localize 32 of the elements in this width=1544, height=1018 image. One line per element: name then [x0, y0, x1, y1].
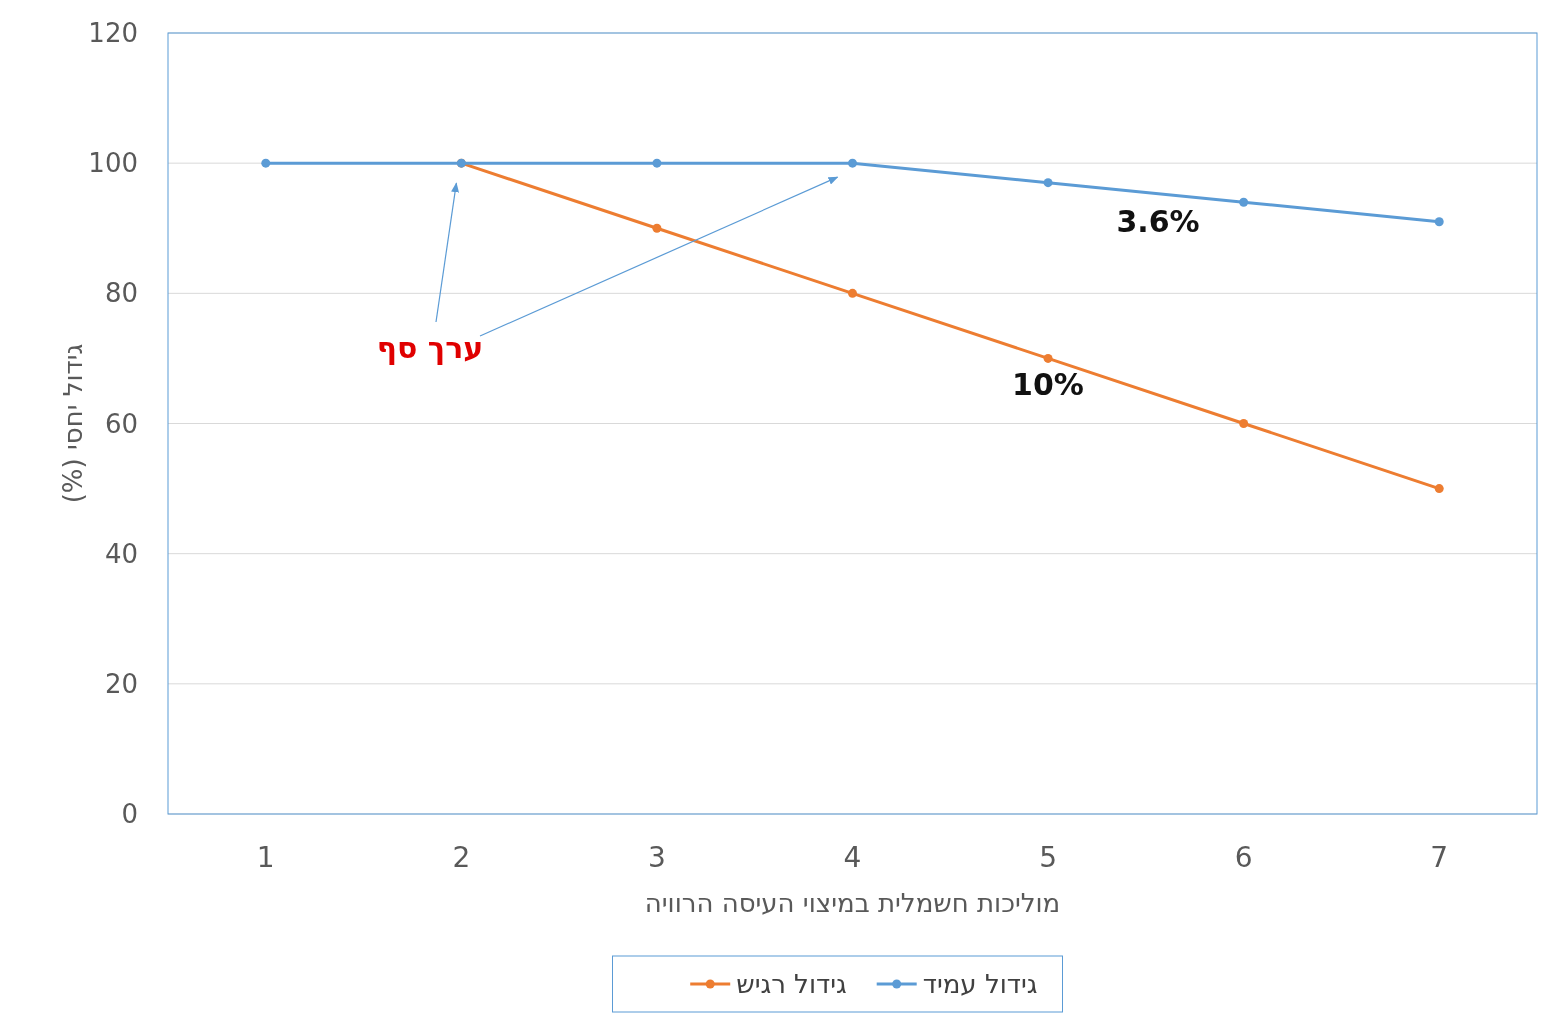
point [652, 223, 662, 233]
point [848, 288, 857, 298]
y-tick-label: 100 [88, 148, 138, 179]
point [1239, 419, 1249, 428]
point [1434, 484, 1444, 494]
annotation: ערך סף [376, 330, 484, 365]
y-tick-label: 40 [104, 538, 138, 569]
x-tick-label: 4 [843, 841, 862, 874]
point [652, 158, 662, 168]
point [261, 158, 271, 168]
y-axis-title: גידול יחסי (%) [58, 343, 88, 504]
x-tick-label: 7 [1430, 841, 1449, 874]
point [848, 158, 857, 168]
legend-label: גידול עמיד [922, 969, 1038, 999]
y-tick-label: 60 [104, 408, 138, 439]
x-tick-label: 6 [1234, 841, 1253, 874]
legend-label: גידול רגיש [736, 969, 847, 999]
y-tick-label: 0 [121, 799, 138, 829]
point [1043, 353, 1053, 363]
annotation: 10% [1012, 367, 1084, 402]
y-tick-label: 20 [104, 668, 138, 699]
x-axis-title: מוליכות חשמלית במיצוי העיסה הרוויה [644, 888, 1061, 918]
x-tick-label: 1 [256, 841, 275, 874]
point [1239, 197, 1249, 207]
point [1434, 217, 1444, 227]
x-tick-label: 5 [1039, 841, 1057, 874]
y-tick-label: 80 [104, 278, 138, 309]
x-tick-label: 3 [648, 841, 666, 874]
y-tick-label: 120 [88, 18, 138, 48]
annotation: 3.6% [1116, 204, 1200, 239]
point [1043, 178, 1053, 188]
x-tick-label: 2 [452, 841, 471, 874]
